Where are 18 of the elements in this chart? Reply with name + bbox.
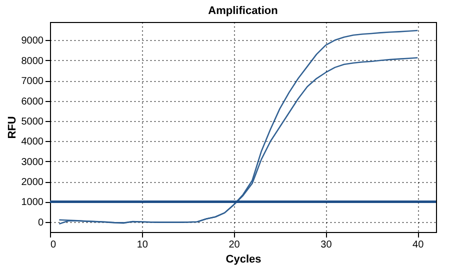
x-tick-label: 30 xyxy=(320,240,332,250)
x-tick-label: 20 xyxy=(228,240,240,250)
y-tick-label: 8000 xyxy=(21,56,44,67)
x-tick-label: 40 xyxy=(412,240,424,250)
y-tick-label: 3000 xyxy=(21,156,44,168)
y-tick-label: 0 xyxy=(38,217,44,228)
y-tick-label: 5000 xyxy=(21,116,44,128)
y-tick-label: 6000 xyxy=(21,96,44,108)
y-tick-label: 1000 xyxy=(21,197,44,208)
y-tick-label: 7000 xyxy=(21,76,44,88)
y-tick-label: 2000 xyxy=(21,177,44,188)
y-axis-title: RFU xyxy=(6,116,18,139)
x-axis-title: Cycles xyxy=(226,254,262,266)
chart-title: Amplification xyxy=(208,5,278,17)
x-tick-label: 10 xyxy=(136,240,148,250)
y-tick-label: 9000 xyxy=(21,36,44,47)
x-tick-label: 0 xyxy=(50,240,56,250)
y-tick-label: 4000 xyxy=(21,136,44,148)
